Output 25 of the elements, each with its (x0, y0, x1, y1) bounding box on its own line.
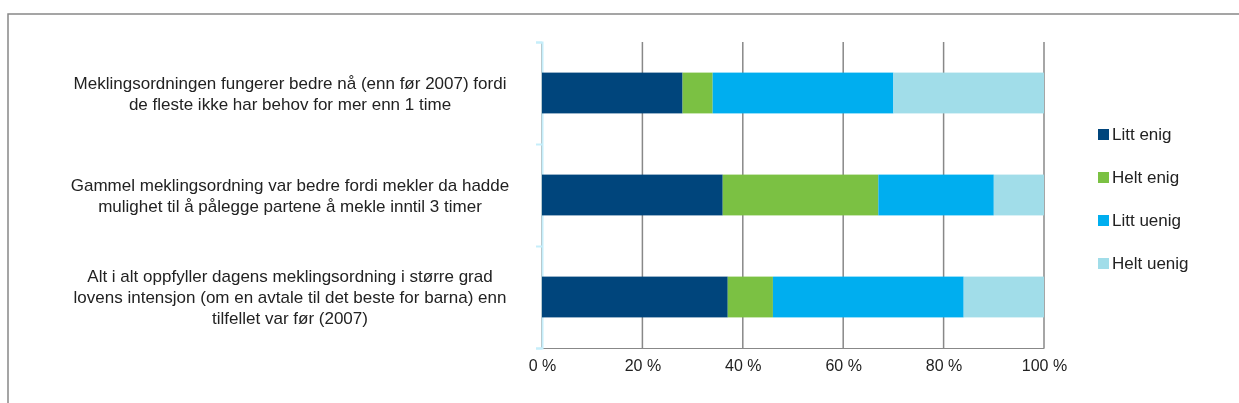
bar (722, 174, 879, 216)
bar (727, 276, 773, 318)
x-tick-label: 60 % (825, 357, 862, 375)
x-tick-label: 0 % (528, 357, 557, 375)
y-tick-label: Meklingsordningen fungerer bedre nå (enn før 2007) fordi de fleste ikke har behov for mer enn 1 time (73, 73, 507, 114)
bar (963, 276, 1044, 318)
x-tick-label: 40 % (725, 357, 762, 375)
legend-label: Helt uenig (1112, 254, 1189, 273)
legend-label: Helt enig (1112, 168, 1180, 187)
bar (712, 72, 894, 114)
y-tick-label: Gammel meklingsordning var bedre fordi mekler da hadde mulighet til å pålegge partene å mekle inntil 3 timer (70, 175, 510, 216)
y-tick-label: Alt i alt oppfyller dagens meklingsordning i større grad lovens intensjon (om en avtale til det beste for barna) enn tilfellet var før (2007) (73, 267, 507, 328)
bar (878, 174, 994, 216)
bar (542, 72, 683, 114)
x-tick-label: 100 % (1021, 357, 1068, 375)
bar (542, 276, 728, 318)
bar (542, 174, 723, 216)
bar (893, 72, 1044, 114)
bar (772, 276, 964, 318)
legend-label: Litt enig (1112, 125, 1172, 144)
x-tick-label: 20 % (624, 357, 662, 375)
bar (993, 174, 1044, 216)
legend-label: Litt uenig (1112, 211, 1181, 230)
bar (682, 72, 713, 114)
x-tick-label: 80 % (925, 357, 963, 375)
